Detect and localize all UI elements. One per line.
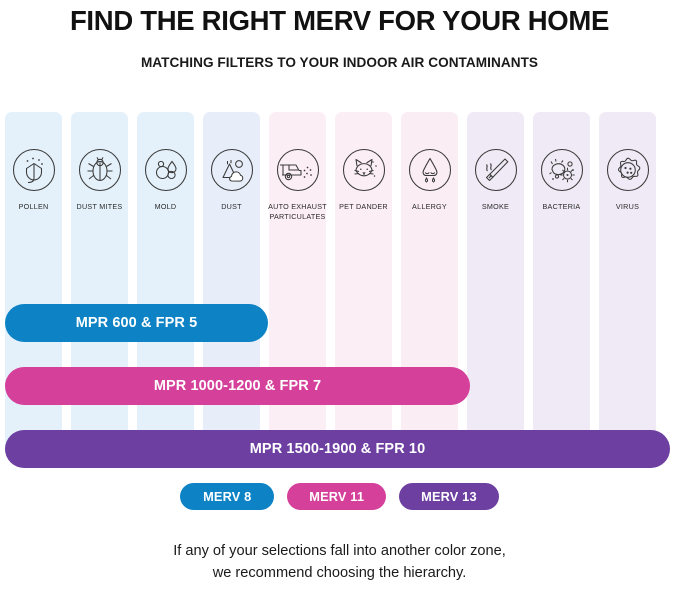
footnote-line-2: we recommend choosing the hierarchy.: [212, 565, 467, 581]
contaminant-column-bacteria: [533, 112, 590, 457]
footnote-line-1: If any of your selections fall into anot…: [173, 543, 506, 559]
contaminant-column-dust-mites: [71, 112, 128, 457]
contaminant-column-pet-dander: [335, 112, 392, 457]
contaminant-column-smoke: [467, 112, 524, 457]
contaminant-columns: [0, 112, 679, 457]
page-title: FIND THE RIGHT MERV FOR YOUR HOME: [69, 5, 610, 36]
footnote: If any of your selections fall into anot…: [0, 540, 679, 584]
contaminant-column-auto-exhaust: [269, 112, 326, 457]
legend-pill-merv-11[interactable]: MERV 11: [287, 482, 387, 510]
contaminant-column-dust: [203, 112, 260, 457]
legend-pill-merv-13[interactable]: MERV 13: [399, 482, 499, 510]
contaminant-column-allergy: [401, 112, 458, 457]
mpr-bar-blue[interactable]: MPR 600 & FPR 5: [5, 304, 268, 342]
mpr-bar-pink[interactable]: MPR 1000-1200 & FPR 7: [5, 367, 470, 405]
merv-legend: MERV 8 MERV 11 MERV 13: [0, 481, 679, 511]
mpr-bar-purple[interactable]: MPR 1500-1900 & FPR 10: [5, 430, 670, 468]
contaminant-column-virus: [599, 112, 656, 457]
merv-chart: POLLEN DUST MITES: [0, 112, 679, 468]
header: FIND THE RIGHT MERV FOR YOUR HOME MATCHI…: [0, 0, 679, 72]
page-subtitle: MATCHING FILTERS TO YOUR INDOOR AIR CONT…: [140, 55, 539, 70]
contaminant-column-mold: [137, 112, 194, 457]
legend-pill-merv-8[interactable]: MERV 8: [180, 482, 275, 510]
contaminant-column-pollen: [5, 112, 62, 457]
